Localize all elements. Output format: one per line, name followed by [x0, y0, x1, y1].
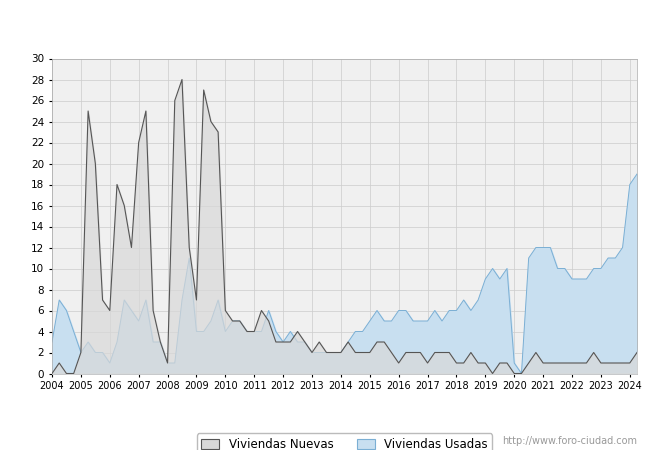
Text: Laxe - Evolucion del Nº de Transacciones Inmobiliarias: Laxe - Evolucion del Nº de Transacciones… [126, 16, 524, 31]
Legend: Viviendas Nuevas, Viviendas Usadas: Viviendas Nuevas, Viviendas Usadas [197, 433, 492, 450]
Text: http://www.foro-ciudad.com: http://www.foro-ciudad.com [502, 436, 637, 446]
